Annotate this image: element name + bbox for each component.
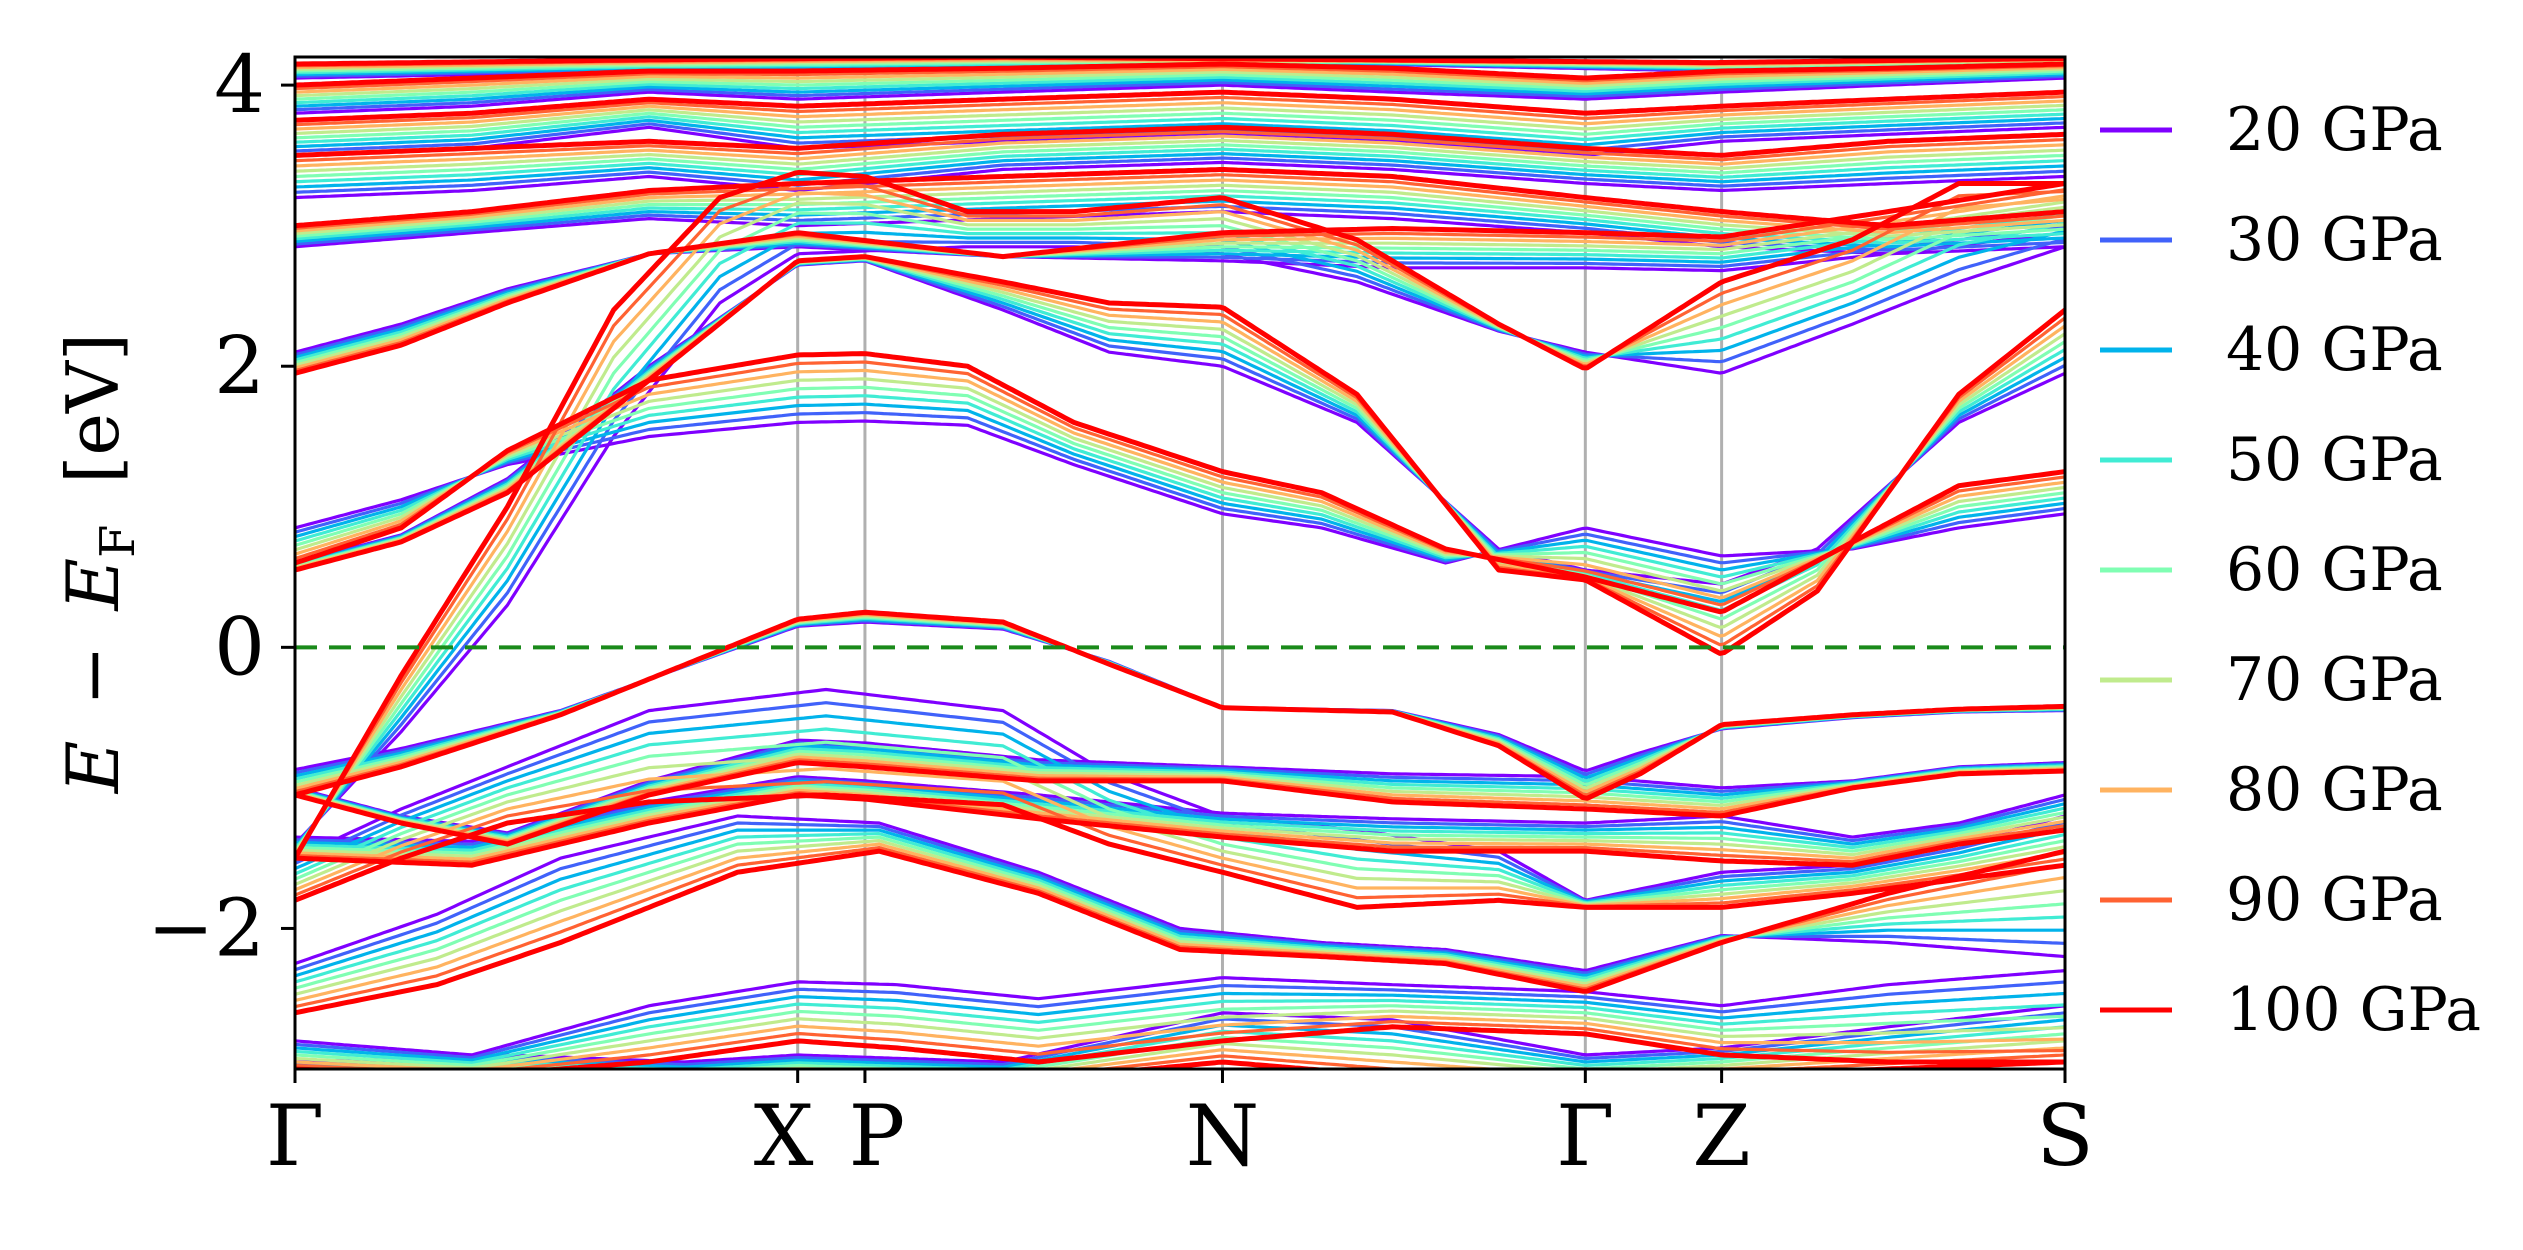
legend-label: 70 GPa xyxy=(2226,645,2443,715)
band-curve xyxy=(295,1024,2065,1069)
band-curve xyxy=(295,788,2065,861)
band-curve xyxy=(295,1009,2065,1069)
band-curve xyxy=(295,103,2065,135)
band-curve xyxy=(295,108,2065,140)
band-curve xyxy=(295,167,2065,229)
band-curve xyxy=(295,160,2065,200)
x-tick-label-Z: Z xyxy=(1692,1087,1750,1185)
band-curve xyxy=(295,784,2065,855)
band-curve xyxy=(432,1039,2065,1069)
band-curve xyxy=(295,351,2065,615)
band-curve xyxy=(295,792,2065,910)
x-tick-label-N: N xyxy=(1186,1087,1260,1185)
x-tick-label-X: X xyxy=(754,1087,814,1185)
band-curve xyxy=(295,156,2065,194)
band-curve xyxy=(295,402,2065,572)
band-curve xyxy=(295,201,2065,854)
band-curve xyxy=(295,76,2065,115)
band-curve xyxy=(295,1020,2065,1069)
band-curve xyxy=(295,74,2065,112)
band-curve xyxy=(295,767,2065,908)
band-curve xyxy=(295,792,2065,868)
band-curves xyxy=(295,57,2065,1069)
band-curve xyxy=(295,124,2065,158)
band-curve xyxy=(295,67,2065,98)
band-curve xyxy=(295,134,2065,168)
band-curve xyxy=(295,181,2065,376)
band-curve xyxy=(295,368,2065,600)
band-curve xyxy=(295,394,2065,579)
y-tick-label: −2 xyxy=(147,881,265,974)
x-tick-label-Γ: Γ xyxy=(1556,1087,1614,1185)
legend-label: 30 GPa xyxy=(2226,205,2443,275)
band-curve xyxy=(295,791,2065,864)
band-curve xyxy=(295,189,2065,242)
legend-label: 40 GPa xyxy=(2226,315,2443,385)
band-curve xyxy=(295,73,2065,108)
band-curve xyxy=(295,138,2065,173)
y-tick-label: 4 xyxy=(214,38,265,131)
band-curve xyxy=(295,125,2065,157)
band-curve xyxy=(295,65,2065,94)
band-curve xyxy=(295,991,2065,1062)
band-curve xyxy=(295,780,2065,908)
x-tick-label-S: S xyxy=(2036,1087,2094,1185)
x-tick-label-Γ: Γ xyxy=(266,1087,324,1185)
band-curve xyxy=(295,69,2065,101)
band-curve xyxy=(295,61,2065,88)
band-curve xyxy=(295,194,2065,245)
legend: 20 GPa 30 GPa 40 GPa 50 GPa 60 GPa 70 GPa 80 G… xyxy=(2100,95,2481,1045)
band-curve xyxy=(1090,1053,2065,1069)
band-curve xyxy=(295,180,2065,858)
band-curve xyxy=(295,143,2065,179)
band-curve xyxy=(1123,1059,2065,1069)
legend-label: 60 GPa xyxy=(2226,535,2443,605)
band-curve xyxy=(295,112,2065,144)
band-curve xyxy=(295,254,2065,656)
y-axis-label: E − EF [eV] xyxy=(51,333,151,795)
band-curve xyxy=(295,786,2065,858)
band-curve xyxy=(295,173,2065,231)
band-curve xyxy=(295,1004,2065,1068)
band-curve xyxy=(295,609,2065,801)
band-curve xyxy=(295,94,2065,127)
legend-label: 80 GPa xyxy=(2226,755,2443,825)
band-curve xyxy=(295,998,2065,1065)
band-curve xyxy=(295,419,2065,565)
band-curve xyxy=(295,169,2065,860)
band-curve xyxy=(295,152,2065,189)
band-curve xyxy=(295,848,2065,1016)
band-curve xyxy=(295,969,2065,1057)
band-curve xyxy=(295,99,2065,131)
band-curve xyxy=(295,782,2065,852)
band-curve xyxy=(295,191,2065,856)
band-curve xyxy=(295,116,2065,149)
band-curve xyxy=(295,760,2065,847)
band-curve xyxy=(295,360,2065,607)
band-curve xyxy=(295,687,2065,902)
band-curve xyxy=(295,71,2065,105)
band-curve xyxy=(295,980,2065,1060)
series-100-gpa xyxy=(295,57,2065,1069)
band-curve xyxy=(295,130,2065,163)
band-curve xyxy=(295,753,2065,907)
band-curve xyxy=(295,147,2065,184)
band-curve xyxy=(295,178,2065,235)
band-curve xyxy=(295,1014,2065,1069)
legend-label: 90 GPa xyxy=(2226,865,2443,935)
band-curve xyxy=(1058,1046,2065,1069)
band-curve xyxy=(295,701,2065,903)
y-tick-label: 2 xyxy=(214,319,265,412)
band-curve xyxy=(295,714,2065,904)
y-axis-ticks: −2 0 2 4 xyxy=(147,38,295,974)
x-tick-label-P: P xyxy=(849,1087,906,1185)
legend-label: 50 GPa xyxy=(2226,425,2443,495)
band-curve xyxy=(295,89,2065,123)
legend-label: 100 GPa xyxy=(2226,975,2481,1045)
plot-frame xyxy=(293,55,2067,1071)
legend-label: 20 GPa xyxy=(2226,95,2443,165)
y-tick-label: 0 xyxy=(214,600,265,693)
